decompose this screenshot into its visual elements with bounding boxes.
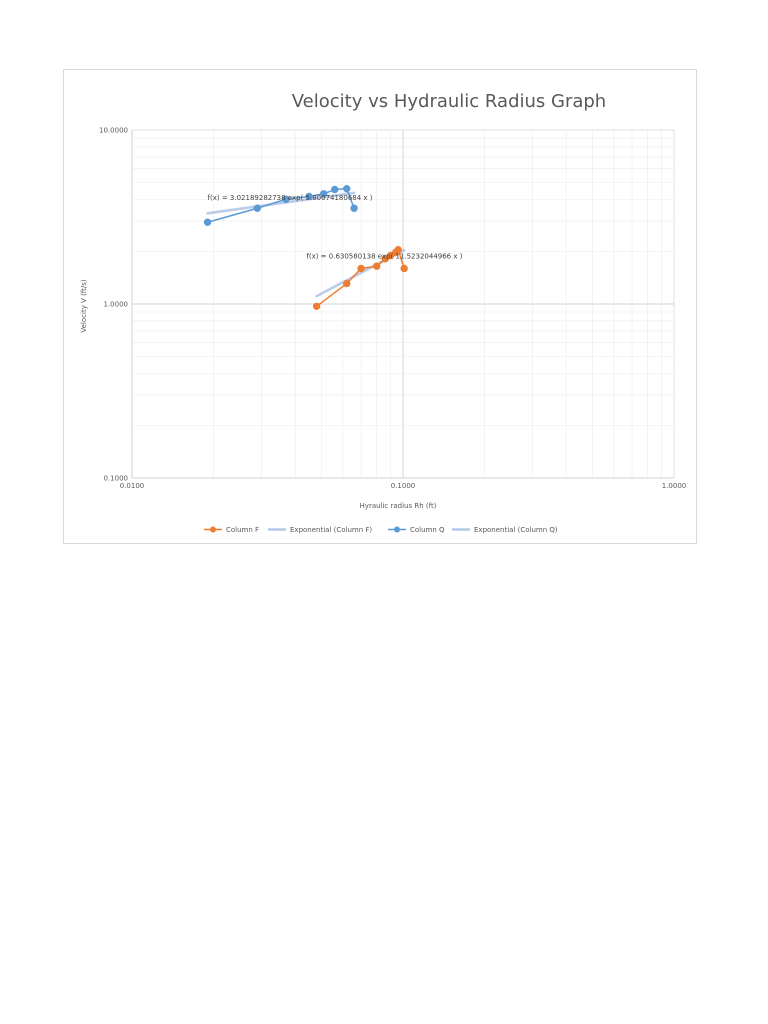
chart-frame: Velocity vs Hydraulic Radius Graph 0.010… — [63, 69, 697, 544]
data-point — [203, 218, 212, 226]
data-point — [331, 185, 339, 194]
legend-label: Column Q — [410, 526, 445, 534]
trendline — [206, 191, 356, 215]
data-point — [350, 204, 358, 212]
x-tick-label: 0.0100 — [120, 482, 145, 490]
data-point — [373, 262, 381, 270]
legend-label: Exponential (Column Q) — [474, 526, 558, 534]
plot-grid — [131, 129, 675, 479]
data-point — [400, 264, 408, 273]
series-layer — [203, 184, 408, 311]
data-point — [253, 204, 262, 212]
x-tick-label: 1.0000 — [662, 482, 687, 490]
data-point — [343, 184, 351, 193]
x-axis-label: Hyraulic radius Rh (ft) — [360, 502, 437, 510]
y-tick-label: 1.0000 — [104, 301, 129, 309]
chart-svg: Velocity vs Hydraulic Radius Graph 0.010… — [80, 91, 686, 534]
data-point — [305, 192, 313, 201]
legend-label: Exponential (Column F) — [290, 526, 372, 534]
y-tick-label: 0.1000 — [104, 475, 129, 483]
legend-marker — [210, 526, 216, 533]
data-point — [282, 195, 290, 203]
trendline-equation: f(x) = 0.630580138 exp( 11.5232044966 x … — [306, 253, 462, 261]
data-point — [343, 279, 351, 288]
data-point — [320, 190, 328, 198]
y-tick-label: 10.0000 — [99, 127, 128, 135]
x-tick-label: 0.1000 — [391, 482, 416, 490]
chart-title: Velocity vs Hydraulic Radius Graph — [292, 91, 606, 112]
chart-legend: Column F Exponential (Column F) Column Q Ex… — [204, 526, 558, 534]
trendline-equations: f(x) = 3.02189282738 exp( 5.80074180684 … — [208, 194, 463, 261]
data-point — [381, 255, 389, 263]
legend-label: Column F — [226, 526, 259, 534]
data-point — [394, 246, 402, 254]
data-point — [357, 264, 365, 273]
legend-marker — [394, 526, 400, 533]
y-axis-label: Velocity V (ft/s) — [80, 279, 88, 333]
data-point — [312, 302, 321, 311]
trendline-equation: f(x) = 3.02189282738 exp( 5.80074180684 … — [208, 194, 373, 202]
